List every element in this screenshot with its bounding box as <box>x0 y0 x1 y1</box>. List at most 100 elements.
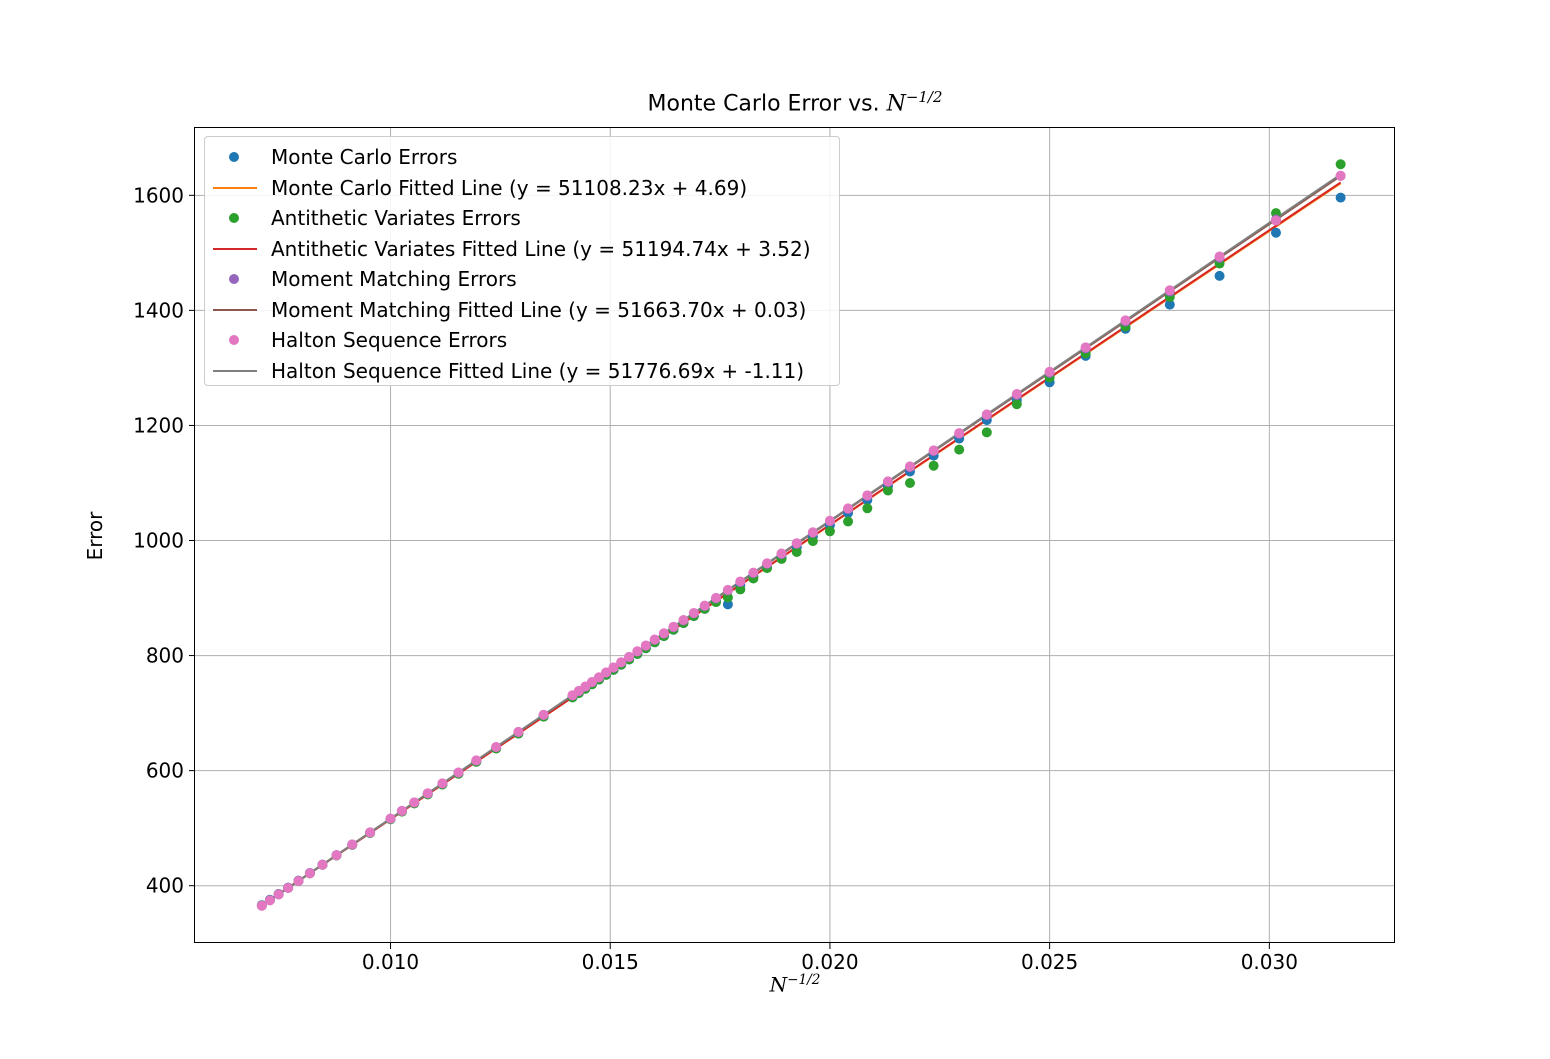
halton-sequence-errors-point <box>981 409 992 420</box>
halton-sequence-errors-point <box>678 614 689 625</box>
y-tick-label-0: 400 <box>146 874 184 898</box>
axes-frame <box>194 127 1395 943</box>
halton-sequence-errors-point <box>567 690 578 701</box>
legend-item-halton-sequence-fitted-line-line: Halton Sequence Fitted Line (y = 51776.6… <box>205 356 839 386</box>
legend-item-antithetic-variates-errors: Antithetic Variates Errors <box>205 203 839 233</box>
halton-sequence-errors-point <box>331 850 342 861</box>
legend-item-antithetic-variates-fitted-line-line: Antithetic Variates Fitted Line (y = 511… <box>205 234 839 264</box>
halton-sequence-errors-point <box>735 576 746 587</box>
halton-sequence-errors-point <box>396 805 407 816</box>
halton-sequence-errors-point <box>711 592 722 603</box>
antithetic-variates-errors-point <box>843 516 854 527</box>
antithetic-variates-errors-point <box>904 477 915 488</box>
antithetic-variates-errors-point <box>807 536 818 547</box>
halton-sequence-errors-point <box>491 741 502 752</box>
x-axis-label-math: N <box>769 972 788 997</box>
legend: Monte Carlo Errors Monte Carlo Fitted Lin… <box>204 136 840 386</box>
halton-sequence-errors-point <box>1044 366 1055 377</box>
monte-carlo-errors-point <box>1335 192 1346 203</box>
halton-sequence-errors-point <box>1335 170 1346 181</box>
halton-sequence-errors-point <box>304 868 315 879</box>
halton-sequence-errors-point <box>422 788 433 799</box>
halton-sequence-errors-point <box>658 628 669 639</box>
halton-sequence-errors-point <box>688 607 699 618</box>
monte-carlo-errors-point <box>1164 299 1175 310</box>
legend-label: Halton Sequence Errors <box>271 328 508 352</box>
halton-sequence-errors-point <box>385 813 396 824</box>
halton-sequence-errors-point <box>649 634 660 645</box>
antithetic-variates-errors-point <box>928 460 939 471</box>
legend-label: Antithetic Variates Fitted Line (y = 511… <box>271 236 811 261</box>
halton-sequence-errors-point <box>1164 285 1175 296</box>
legend-item-moment-matching-fitted-line-line: Moment Matching Fitted Line (y = 51663.7… <box>205 295 839 325</box>
halton-sequence-errors-point <box>624 651 635 662</box>
legend-swatch <box>229 335 239 345</box>
halton-sequence-errors-point <box>293 875 304 886</box>
y-tick-label-1: 600 <box>146 759 184 783</box>
antithetic-variates-errors-point <box>862 503 873 514</box>
antithetic-variates-errors-point <box>791 547 802 558</box>
halton-sequence-errors-point <box>264 895 275 906</box>
x-tick-label-4: 0.030 <box>1241 950 1298 974</box>
monte-carlo-errors-point <box>1214 270 1225 281</box>
legend-label: Moment Matching Errors <box>271 267 517 291</box>
x-tick-label-2: 0.020 <box>801 950 858 974</box>
legend-item-halton-sequence-errors: Halton Sequence Errors <box>205 325 839 355</box>
halton-sequence-errors-point <box>843 503 854 514</box>
legend-swatch <box>229 274 239 284</box>
x-tick-label-1: 0.015 <box>582 950 639 974</box>
halton-sequence-errors-point <box>317 859 328 870</box>
legend-label: Halton Sequence Fitted Line (y = 51776.6… <box>271 358 805 383</box>
halton-sequence-errors-point <box>791 538 802 549</box>
y-tick-label-3: 1000 <box>133 529 184 553</box>
antithetic-variates-errors-point <box>824 526 835 537</box>
halton-sequence-errors-point <box>824 515 835 526</box>
antithetic-variates-errors-point <box>722 592 733 603</box>
legend-label: Antithetic Variates Errors <box>271 206 521 230</box>
halton-sequence-errors-point <box>256 900 267 911</box>
y-tick-label-2: 800 <box>146 644 184 668</box>
halton-sequence-errors-point <box>437 778 448 789</box>
legend-label: Moment Matching Fitted Line (y = 51663.7… <box>271 297 807 322</box>
halton-sequence-errors-point <box>538 709 549 720</box>
halton-sequence-errors-point <box>928 445 939 456</box>
halton-sequence-errors-point <box>365 827 376 838</box>
halton-sequence-errors-point <box>632 646 643 657</box>
halton-sequence-errors-points <box>256 170 1346 911</box>
halton-sequence-errors-point <box>668 621 679 632</box>
x-axis-label: N−1/2 <box>0 972 1550 997</box>
x-axis-label-exponent: −1/2 <box>787 972 821 988</box>
halton-sequence-errors-point <box>904 461 915 472</box>
halton-sequence-errors-point <box>347 839 358 850</box>
halton-sequence-errors-point <box>409 797 420 808</box>
monte-carlo-errors-point <box>722 599 733 610</box>
halton-sequence-errors-point <box>762 558 773 569</box>
halton-sequence-errors-point <box>471 755 482 766</box>
monte-carlo-errors-point <box>1270 227 1281 238</box>
halton-sequence-errors-point <box>1120 315 1131 326</box>
halton-sequence-errors-point <box>807 527 818 538</box>
legend-swatch <box>229 213 239 223</box>
halton-sequence-errors-point <box>722 584 733 595</box>
halton-sequence-errors-point <box>954 428 965 439</box>
x-tick-label-0: 0.010 <box>362 950 419 974</box>
chart-title-text: Monte Carlo Error vs. <box>647 91 887 117</box>
halton-sequence-errors-point <box>776 548 787 559</box>
halton-sequence-errors-point <box>608 662 619 673</box>
antithetic-variates-errors-point <box>735 584 746 595</box>
legend-item-moment-matching-errors: Moment Matching Errors <box>205 264 839 294</box>
plot-area <box>256 159 1346 911</box>
halton-sequence-errors-point <box>882 476 893 487</box>
antithetic-variates-errors-point <box>1335 159 1346 170</box>
y-tick-label-4: 1200 <box>133 413 184 437</box>
halton-sequence-errors-point <box>1270 215 1281 226</box>
halton-sequence-errors-point <box>640 640 651 651</box>
halton-sequence-errors-point <box>748 567 759 578</box>
halton-sequence-errors-point <box>616 657 627 668</box>
antithetic-variates-errors-point <box>882 485 893 496</box>
legend-item-monte-carlo-errors: Monte Carlo Errors <box>205 142 839 172</box>
halton-sequence-errors-point <box>699 600 710 611</box>
legend-swatch <box>213 186 257 189</box>
chart-title-math: N <box>886 91 906 117</box>
